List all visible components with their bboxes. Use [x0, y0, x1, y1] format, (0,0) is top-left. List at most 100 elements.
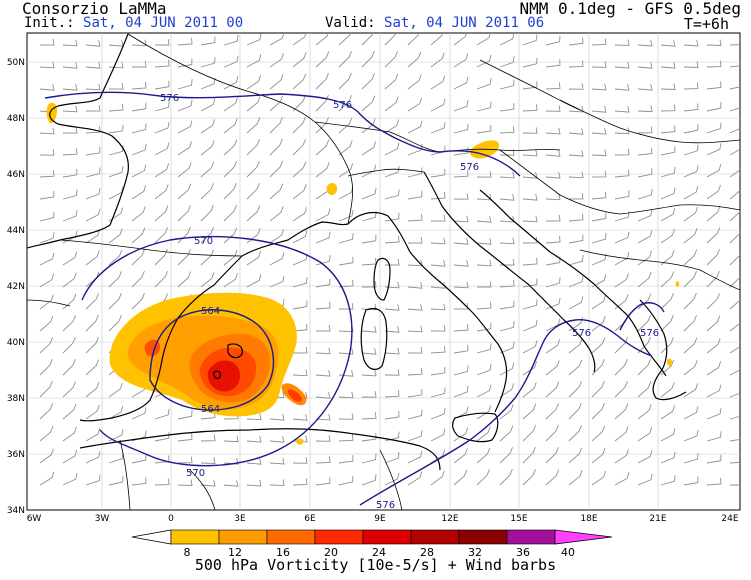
- wind-barb: [729, 148, 740, 156]
- wind-barb: [453, 303, 469, 310]
- wind-barb: [660, 250, 675, 266]
- contour-label: 570: [186, 468, 205, 479]
- wind-barb: [108, 124, 124, 134]
- colorbar-bin: [170, 529, 220, 545]
- wind-barb: [131, 270, 145, 288]
- wind-barb: [361, 391, 377, 398]
- wind-barb: [614, 273, 629, 288]
- wind-barb: [683, 292, 697, 310]
- wind-barb: [223, 480, 239, 487]
- wind-barb: [522, 319, 538, 332]
- colorbar-level: 16: [276, 546, 290, 559]
- wind-barb: [729, 211, 740, 222]
- wind-barb: [108, 228, 123, 244]
- wind-barb: [476, 124, 492, 134]
- wind-barb: [361, 369, 377, 377]
- wind-barb: [200, 77, 216, 90]
- wind-barb: [683, 429, 699, 442]
- wind-barb: [568, 171, 584, 179]
- wind-barb: [85, 337, 99, 354]
- wind-barb: [660, 208, 676, 222]
- wind-barb: [614, 169, 630, 178]
- valid-value: Sat, 04 JUN 2011 06: [384, 15, 545, 31]
- wind-barb: [407, 325, 423, 333]
- wind-barb: [131, 227, 146, 244]
- wind-barb: [545, 447, 559, 464]
- wind-barb: [338, 256, 354, 266]
- wind-barb: [361, 33, 374, 46]
- wind-barb: [39, 273, 55, 288]
- wind-barb: [108, 165, 124, 178]
- contour-label: 576: [160, 93, 179, 104]
- wind-barb: [637, 250, 652, 266]
- wind-barb: [453, 385, 469, 398]
- lat-tick-label: 36N: [7, 450, 25, 460]
- wind-barb: [269, 479, 285, 486]
- wind-barb: [729, 128, 740, 134]
- wind-barb: [338, 140, 353, 156]
- wind-barb: [660, 314, 674, 332]
- wind-barb: [131, 102, 147, 112]
- wind-barb: [476, 301, 492, 310]
- wind-barb: [338, 413, 354, 420]
- colorbar-bin: [218, 529, 268, 545]
- wind-barb: [476, 343, 492, 354]
- wind-barb: [522, 361, 538, 376]
- wind-barb: [637, 39, 653, 47]
- wind-barb: [453, 193, 469, 200]
- wind-barb: [315, 392, 331, 399]
- wind-barb: [545, 424, 559, 442]
- wind-barb: [384, 369, 400, 376]
- wind-barb: [591, 212, 607, 222]
- wind-barb: [591, 403, 605, 420]
- wind-barb: [637, 404, 652, 420]
- wind-barb: [292, 52, 307, 68]
- wind-barb: [407, 120, 423, 134]
- wind-barb: [108, 429, 124, 442]
- wind-barb: [660, 40, 676, 47]
- wind-barb: [62, 210, 78, 222]
- wind-barb: [315, 301, 331, 310]
- wind-barb: [384, 142, 400, 156]
- wind-barb: [315, 231, 331, 244]
- wind-barb: [729, 415, 740, 420]
- wind-barb: [614, 449, 629, 464]
- wind-barb: [683, 165, 699, 178]
- wind-barb: [246, 33, 262, 46]
- wind-barb: [477, 280, 492, 288]
- wind-barb: [131, 39, 147, 47]
- wind-barb: [39, 190, 55, 200]
- wind-barb: [384, 212, 400, 222]
- wind-barb: [200, 272, 215, 288]
- wind-barb: [568, 60, 584, 68]
- wind-barb: [729, 107, 740, 112]
- wind-barb: [292, 116, 306, 134]
- wind-barb: [499, 300, 515, 310]
- wind-barb: [660, 228, 675, 244]
- wind-barb: [246, 183, 260, 200]
- wind-barb: [476, 322, 492, 332]
- wind-barb: [407, 450, 423, 464]
- wind-barb: [269, 206, 284, 222]
- wind-barb: [62, 403, 77, 420]
- wind-barb: [292, 161, 307, 178]
- wind-barb: [85, 451, 101, 464]
- wind-barb: [177, 37, 193, 46]
- wind-barb: [200, 119, 216, 134]
- wind-barb: [292, 230, 308, 244]
- wind-barb: [154, 142, 170, 156]
- wind-barb: [39, 61, 55, 69]
- wind-barb: [660, 166, 676, 178]
- wind-barb: [591, 448, 606, 464]
- wind-barb: [200, 434, 216, 442]
- wind-barb: [453, 448, 468, 464]
- wind-barb: [499, 171, 515, 179]
- wind-barb: [85, 293, 100, 310]
- wind-barb: [568, 213, 584, 222]
- wind-barb: [85, 404, 100, 420]
- wind-barb: [177, 456, 193, 464]
- wind-barb: [62, 84, 78, 91]
- wind-barb: [499, 33, 515, 46]
- wind-barb: [683, 360, 698, 376]
- wind-barb: [522, 34, 538, 46]
